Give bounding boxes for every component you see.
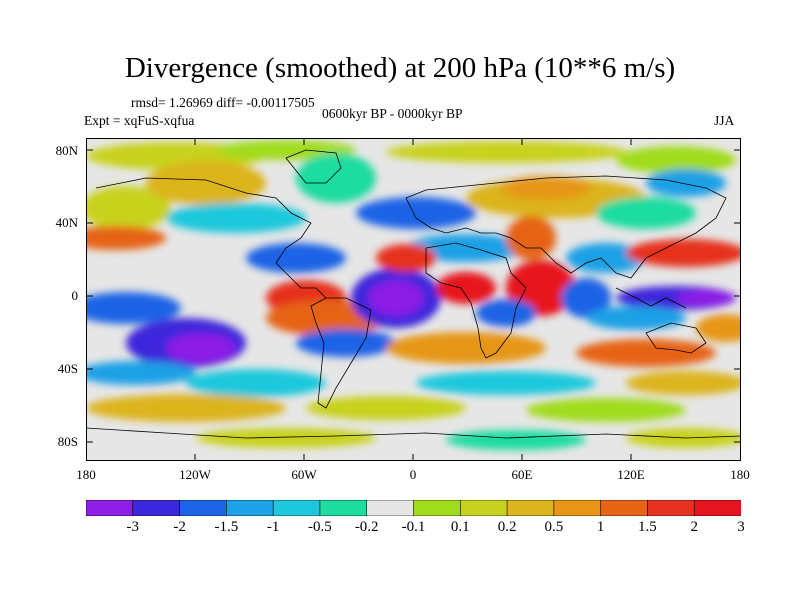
lon-tick-120e: 120E <box>617 467 645 482</box>
colorbar-swatch <box>506 500 555 516</box>
colorbar-label: 1 <box>596 519 605 535</box>
lon-tick-180w: 180 <box>76 467 96 482</box>
colorbar-swatch <box>459 500 508 516</box>
colorbar-label: 2 <box>690 519 698 535</box>
colorbar-swatch <box>366 500 415 516</box>
colorbar-label: -0.2 <box>354 519 379 535</box>
colorbar-swatch <box>132 500 181 516</box>
lat-tick-80n: 80N <box>55 143 78 158</box>
colorbar-swatch <box>413 500 461 516</box>
lon-tick-0: 0 <box>409 467 417 482</box>
colorbar-label: -0.1 <box>401 519 426 535</box>
colorbar-label: 0.2 <box>497 519 517 535</box>
period-label: 0600kyr BP - 0000kyr BP <box>322 106 463 121</box>
colorbar-swatch <box>86 500 134 516</box>
axis-ticks <box>86 138 741 461</box>
lat-tick-40s: 40S <box>57 361 78 376</box>
lat-tick-80s: 80S <box>57 434 78 449</box>
colorbar-label: 0.1 <box>450 519 470 535</box>
colorbar-swatch <box>272 500 321 516</box>
coastlines <box>86 149 741 439</box>
plot-title: Divergence (smoothed) at 200 hPa (10**6 … <box>124 52 676 84</box>
colorbar-label: -3 <box>126 519 140 535</box>
lon-tick-60w: 60W <box>291 467 317 482</box>
colorbar-label: -0.5 <box>308 519 332 535</box>
lat-tick-0: 0 <box>71 288 79 303</box>
colorbar-label: 3 <box>737 519 745 535</box>
colorbar-swatch <box>553 500 602 516</box>
rmsd-diff-stats: rmsd= 1.26969 diff= -0.00117505 <box>131 95 315 110</box>
divergence-map <box>86 138 741 461</box>
lon-tick-60e: 60E <box>511 467 533 482</box>
lon-tick-120w: 120W <box>179 467 211 482</box>
colorbar-swatch <box>693 500 741 516</box>
colorbar-label: -1.5 <box>214 519 239 535</box>
colorbar-swatch <box>226 500 274 516</box>
lat-tick-40n: 40N <box>55 215 78 230</box>
divergence-field <box>86 140 741 450</box>
colorbar-swatch <box>179 500 227 516</box>
colorbar <box>86 500 741 516</box>
colorbar-label: 1.5 <box>638 519 657 535</box>
lon-tick-180e: 180 <box>730 467 750 482</box>
colorbar-label: -1 <box>266 519 280 535</box>
colorbar-swatch <box>319 500 368 516</box>
season-label: JJA <box>714 113 735 128</box>
experiment-label: Expt = xqFuS-xqfua <box>84 113 195 128</box>
colorbar-label: -2 <box>173 519 186 535</box>
colorbar-swatch <box>647 500 695 516</box>
colorbar-label: 0.5 <box>544 519 564 535</box>
colorbar-swatch <box>600 500 649 516</box>
